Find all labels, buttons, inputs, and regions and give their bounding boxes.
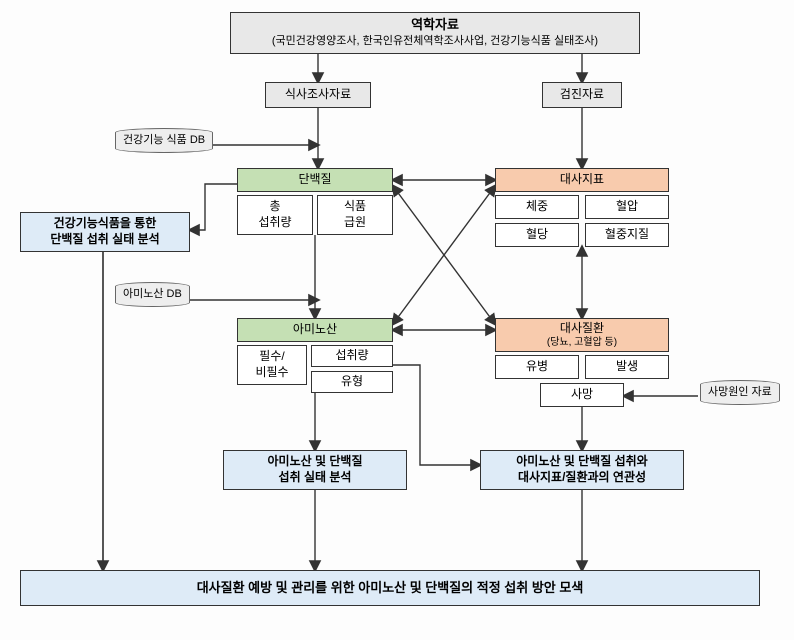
protein-sub-total: 총 섭취량 [237, 195, 313, 235]
title-box: 역학자료 (국민건강영양조사, 한국인유전체역학조사사업, 건강기능식품 실태조… [230, 12, 640, 54]
mi-lipid: 혈중지질 [585, 223, 669, 247]
metab-disease-sub: (당뇨, 고혈압 등) [547, 336, 617, 349]
analysis2-box: 아미노산 및 단백질 섭취와 대사지표/질환과의 연관성 [480, 450, 684, 490]
survey-data-box: 식사조사자료 [265, 82, 371, 108]
md-incidence: 발생 [585, 355, 669, 379]
analysis1-box: 아미노산 및 단백질 섭취 실태 분석 [223, 450, 407, 490]
protein-box: 단백질 [237, 168, 393, 192]
mi-glucose: 혈당 [495, 223, 579, 247]
protein-sub-source: 식품 급원 [317, 195, 393, 235]
amino-db-icon: 아미노산 DB [115, 282, 190, 307]
title-line1: 역학자료 [411, 17, 459, 34]
title-line2: (국민건강영양조사, 한국인유전체역학조사사업, 건강기능식품 실태조사) [272, 34, 598, 48]
md-death: 사망 [540, 383, 624, 407]
healthfood-analysis-box: 건강기능식품을 통한 단백질 섭취 실태 분석 [20, 212, 190, 252]
amino-sub-essential: 필수/ 비필수 [237, 345, 307, 385]
metab-index-box: 대사지표 [495, 168, 669, 192]
healthfood-db-icon: 건강기능 식품 DB [115, 128, 213, 153]
md-prevalence: 유병 [495, 355, 579, 379]
exam-data-box: 검진자료 [542, 82, 622, 108]
metab-disease-title: 대사질환 [560, 321, 604, 337]
conclusion-box: 대사질환 예방 및 관리를 위한 아미노산 및 단백질의 적정 섭취 방안 모색 [20, 570, 760, 606]
arrows-layer [0, 0, 794, 640]
death-db-icon: 사망원인 자료 [700, 380, 780, 405]
amino-sub-type: 유형 [311, 371, 393, 393]
amino-box: 아미노산 [237, 318, 393, 342]
amino-sub-intake: 섭취량 [311, 345, 393, 367]
metab-disease-box: 대사질환 (당뇨, 고혈압 등) [495, 318, 669, 352]
mi-bp: 혈압 [585, 195, 669, 219]
mi-weight: 체중 [495, 195, 579, 219]
